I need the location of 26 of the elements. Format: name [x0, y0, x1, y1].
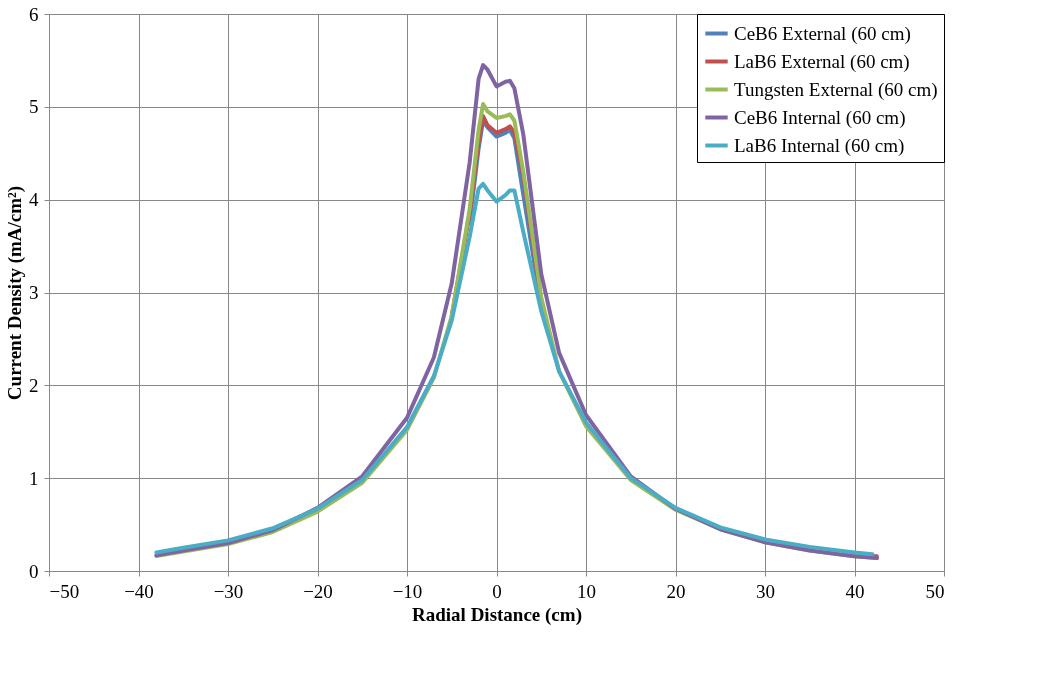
line-series	[154, 181, 875, 557]
x-tick-label: −30	[213, 580, 244, 602]
y-tick-label: 5	[29, 96, 39, 118]
x-tick-label: −20	[303, 580, 333, 602]
legend-label: CeB6 External (60 cm)	[734, 22, 911, 45]
y-tick-label: 4	[29, 189, 39, 211]
x-tick-label: −40	[124, 580, 154, 602]
y-tick-label: 6	[29, 3, 39, 25]
y-axis-title: Current Density (mA/cm²)	[4, 185, 26, 401]
x-tick-label: −50	[49, 580, 80, 602]
y-tick-label: 1	[29, 467, 39, 489]
x-tick-label: 40	[845, 580, 865, 602]
legend-label: LaB6 External (60 cm)	[734, 50, 910, 73]
x-tick-label: 0	[492, 580, 502, 602]
x-tick-label: 30	[756, 580, 775, 602]
y-tick-label: 0	[29, 560, 39, 582]
x-tick-label: 10	[577, 580, 596, 602]
x-tick-label: −10	[392, 580, 423, 602]
x-axis-title: Radial Distance (cm)	[412, 603, 582, 626]
legend-label: Tungsten External (60 cm)	[734, 78, 938, 101]
y-tick-label: 2	[29, 374, 39, 396]
legend-label: LaB6 Internal (60 cm)	[734, 134, 905, 157]
x-tick-label: 50	[925, 580, 945, 602]
y-tick-label: 3	[29, 282, 39, 303]
x-tick-label: 20	[666, 580, 686, 602]
legend-label: CeB6 Internal (60 cm)	[734, 106, 906, 129]
